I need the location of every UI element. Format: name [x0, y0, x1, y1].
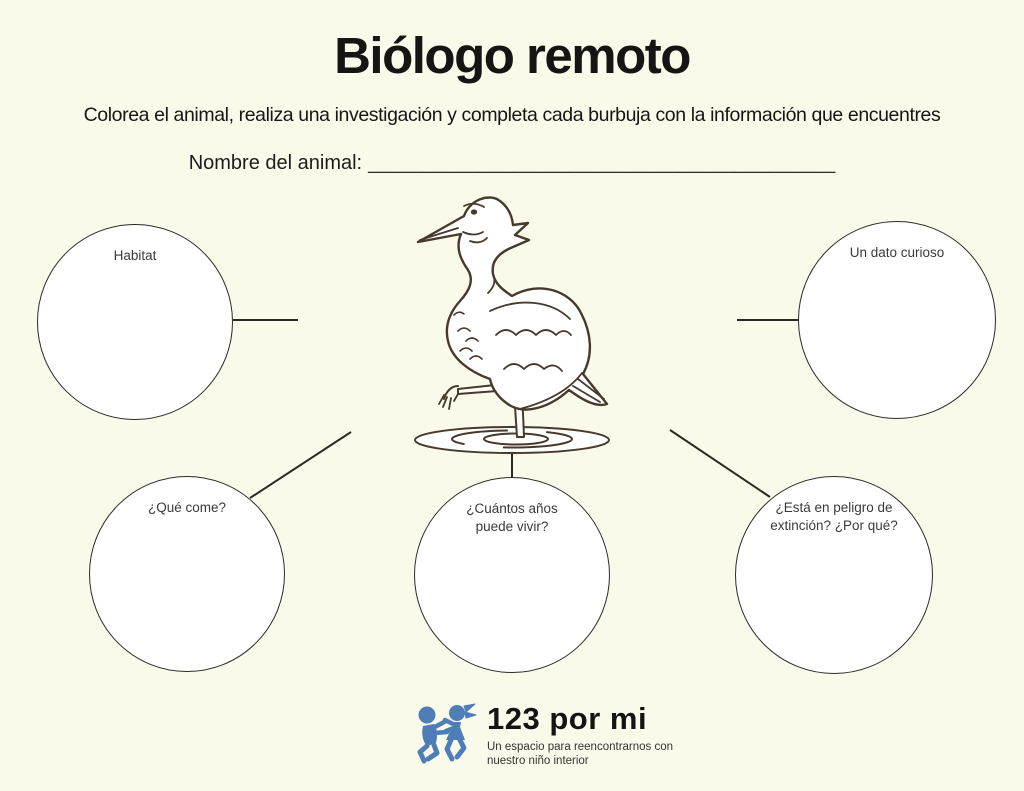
bubble-fun-fact-label: Un dato curioso [849, 245, 945, 260]
brand-footer: 123 por mi Un espacio para reencontrarno… [413, 699, 699, 769]
bubble-endangered-label: ¿Está en peligro de extinción? ¿Por qué? [770, 500, 898, 533]
brand-tagline: Un espacio para reencontrarnos con nuest… [487, 740, 674, 768]
page-title: Biólogo remoto [334, 27, 691, 84]
animal-name-input[interactable]: ________________________________________… [368, 152, 836, 174]
heron-line-art-icon [414, 196, 610, 454]
children-dancing-icon [417, 703, 477, 764]
bubble-endangered[interactable]: ¿Está en peligro de extinción? ¿Por qué? [735, 476, 933, 674]
brand-name: 123 por mi [487, 701, 648, 736]
bubble-habitat[interactable]: Habitat [37, 224, 233, 420]
bubble-fun-fact[interactable]: Un dato curioso [798, 221, 996, 419]
instructions-text: Colorea el animal, realiza una investiga… [83, 104, 941, 126]
bubble-diet-label: ¿Qué come? [147, 500, 227, 515]
connector-endangered [669, 429, 771, 498]
bubble-diet[interactable]: ¿Qué come? [89, 476, 285, 672]
animal-name-label: Nombre del animal: [188, 152, 363, 174]
bubble-lifespan-label: ¿Cuántos años puede vivir? [466, 501, 558, 534]
bubble-habitat-label: Habitat [113, 248, 157, 263]
connector-diet [249, 431, 352, 499]
bubble-lifespan[interactable]: ¿Cuántos años puede vivir? [414, 477, 610, 673]
animal-name-row: Nombre del animal: _____________________… [0, 152, 1024, 175]
